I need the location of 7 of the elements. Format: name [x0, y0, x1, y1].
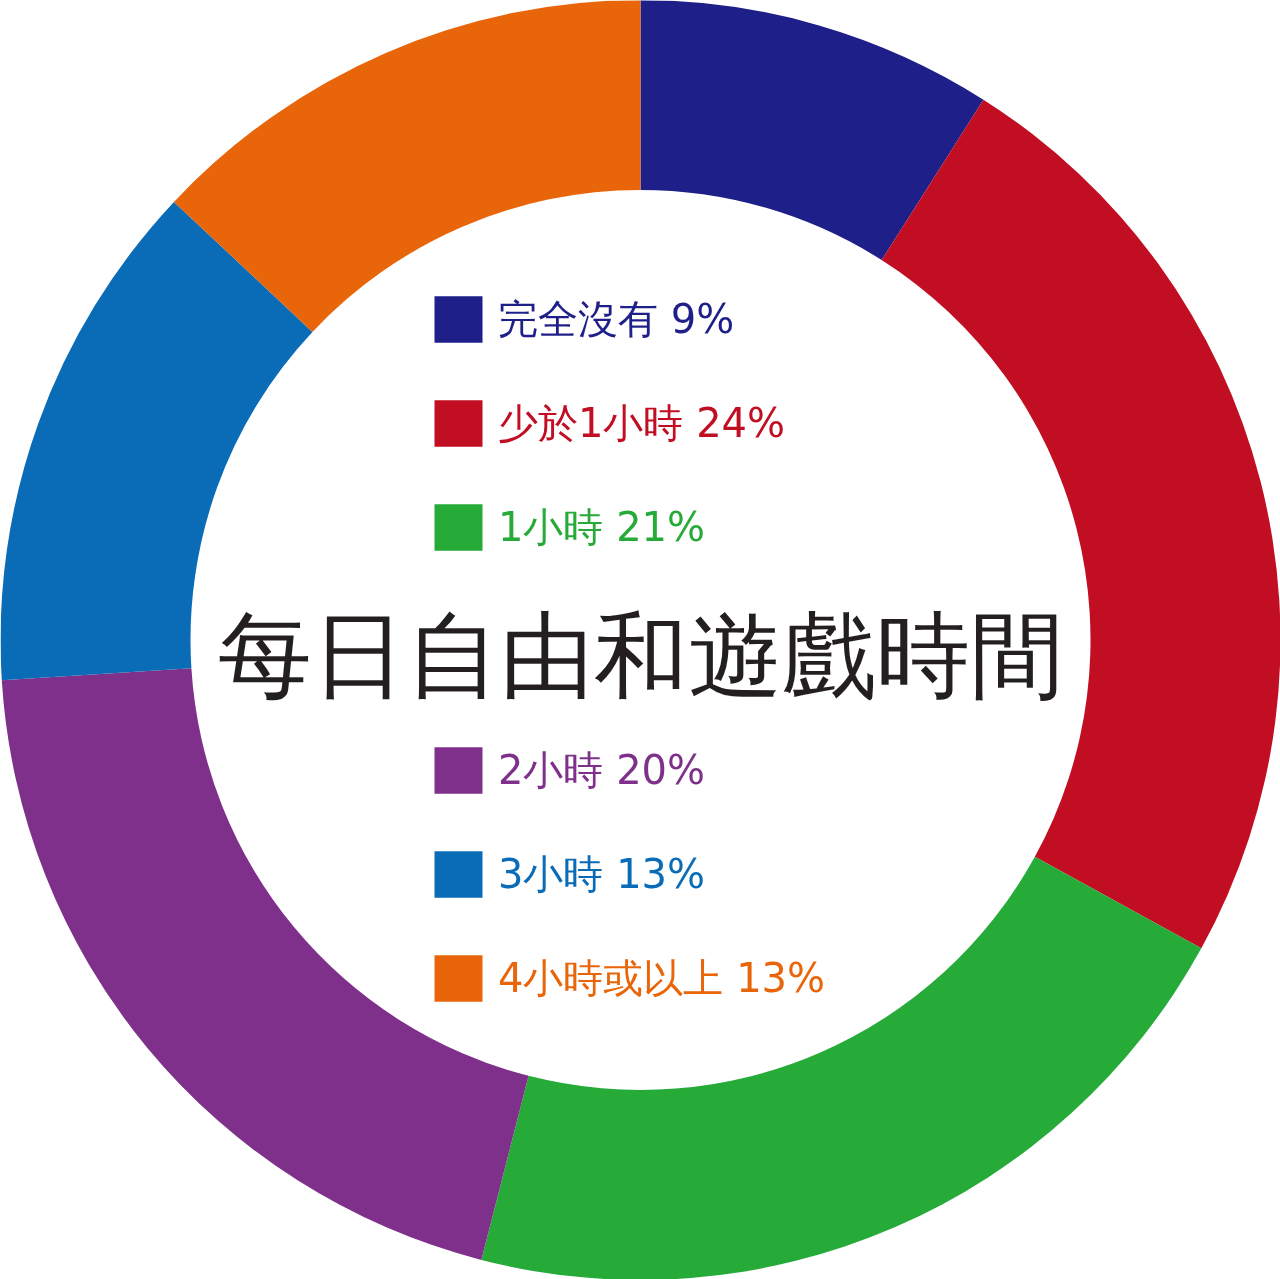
legend-label: 完全沒有 9%: [498, 294, 735, 344]
legend-label: 2小時 20%: [498, 745, 706, 795]
legend-label: 1小時 21%: [498, 502, 706, 552]
text: 每日自由和遊戲時間: [217, 601, 1064, 710]
legend-label: 4小時或以上 13%: [498, 953, 826, 1003]
legend-label: 3小時 13%: [498, 849, 706, 899]
legend-label: 少於1小時 24%: [498, 398, 786, 448]
